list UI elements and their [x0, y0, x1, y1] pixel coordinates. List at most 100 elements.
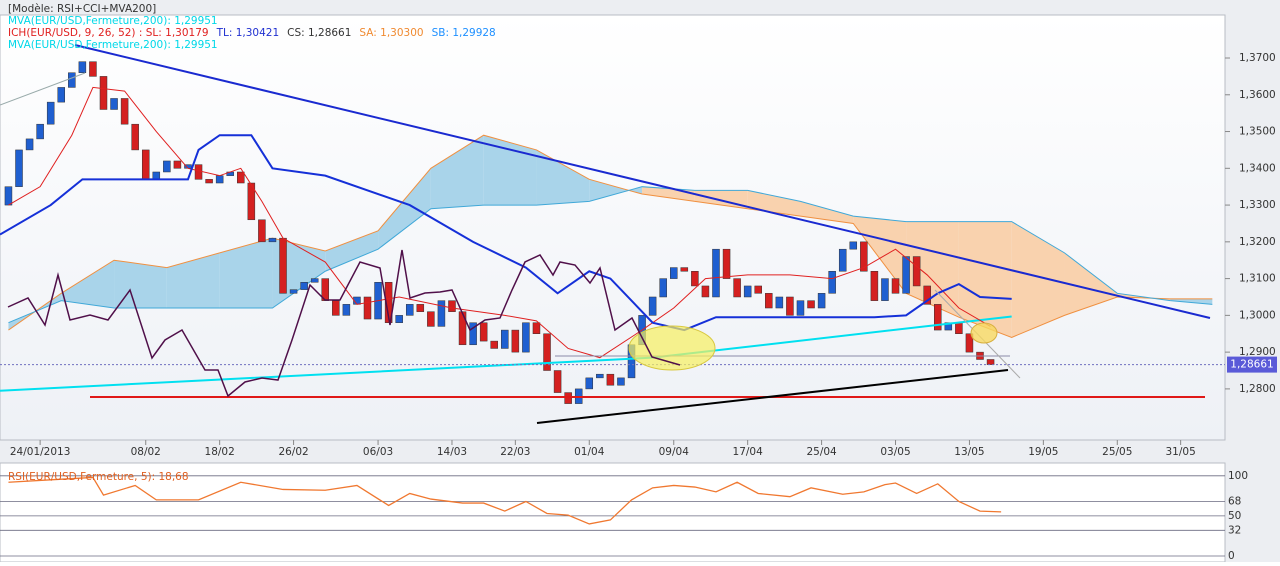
legend-line: ICH(EUR/USD, 9, 26, 52) : SL: 1,30179 TL:…	[8, 27, 496, 39]
candle-body	[596, 373, 604, 379]
cloud-segment	[589, 179, 643, 202]
legend-entry: ICH(EUR/USD, 9, 26, 52) : SL: 1,30179	[8, 27, 209, 39]
candle-body	[247, 182, 256, 221]
candle-body	[543, 333, 551, 371]
candle-body	[501, 329, 509, 349]
y-tick-label: 1,3700	[1239, 52, 1276, 64]
candle-body	[268, 237, 277, 243]
candle-body	[553, 370, 562, 393]
candle-body	[300, 282, 308, 290]
candle-body	[36, 123, 44, 140]
candle-body	[743, 285, 752, 298]
candle-body	[511, 329, 520, 353]
candle-body	[712, 248, 720, 298]
x-tick-label: 19/05	[1028, 446, 1058, 458]
rsi-plot	[0, 462, 1226, 563]
candle-body	[701, 285, 710, 298]
candle-body	[965, 333, 974, 353]
legend-entry: CS: 1,28661	[287, 27, 351, 39]
cloud-segment	[430, 135, 484, 209]
candle-body	[363, 296, 372, 320]
candle-body	[838, 248, 847, 272]
candle-body	[912, 256, 921, 287]
channel-line	[0, 72, 86, 106]
legend-line: MVA(EUR/USD,Fermeture,200): 1,29951	[8, 39, 218, 51]
candle-body	[786, 296, 794, 316]
candle-body	[659, 278, 667, 298]
y-tick-label: 1,2800	[1239, 383, 1276, 395]
legend: [Modèle: RSI+CCI+MVA200]MVA(EUR/USD,Ferm…	[8, 3, 496, 51]
cci-line	[7, 249, 681, 398]
candle-body	[279, 237, 287, 294]
candle-body	[448, 300, 456, 312]
candle-body	[89, 61, 97, 77]
candle-body	[902, 256, 910, 294]
cloud-segment	[1064, 252, 1118, 316]
x-tick-label: 25/04	[806, 446, 837, 458]
candle-body	[57, 87, 65, 103]
x-tick-label: 03/05	[880, 446, 910, 458]
highlight	[970, 322, 998, 344]
x-tick-label: 22/03	[500, 446, 530, 458]
x-tick-label: 09/04	[659, 446, 690, 458]
series-line	[8, 476, 1002, 525]
y-tick-label: 100	[1228, 470, 1248, 482]
x-tick-label: 08/02	[131, 446, 161, 458]
candle-body	[289, 289, 298, 294]
y-tick-label: 68	[1228, 495, 1241, 507]
x-tick-label: 25/05	[1102, 446, 1132, 458]
candle-body	[986, 359, 995, 365]
candle-body	[332, 300, 340, 316]
trend-line	[536, 369, 1009, 424]
candle-body	[205, 179, 213, 184]
candle-body	[384, 282, 393, 323]
x-tick-label: 13/05	[954, 446, 984, 458]
x-tick-label: 01/04	[574, 446, 605, 458]
x-tick-label: 06/03	[363, 446, 393, 458]
legend-entry: [Modèle: RSI+CCI+MVA200]	[8, 3, 156, 15]
candle-body	[416, 304, 425, 312]
y-tick-label: 0	[1228, 550, 1235, 562]
series-line	[8, 86, 991, 359]
candle-body	[860, 241, 868, 272]
candle-body	[870, 271, 879, 301]
candle-body	[944, 322, 953, 331]
candle-body	[405, 304, 414, 316]
candle-body	[78, 61, 87, 73]
candle-body	[479, 322, 488, 342]
candle-body	[881, 278, 889, 301]
candle-body	[585, 377, 594, 390]
candle-body	[680, 267, 689, 272]
y-tick-label: 1,3100	[1239, 273, 1276, 285]
legend-entry: MVA(EUR/USD,Fermeture,200): 1,29951	[8, 39, 218, 51]
x-tick-label: 31/05	[1166, 446, 1196, 458]
candle-body	[807, 300, 815, 309]
y-tick-label: 1,3400	[1239, 162, 1276, 174]
legend-entry: MVA(EUR/USD,Fermeture,200): 1,29951	[8, 15, 218, 27]
trend-line	[74, 44, 1211, 319]
candle-body	[25, 138, 34, 151]
cloud-segment	[1011, 221, 1065, 338]
candle-body	[395, 315, 403, 323]
candle-body	[131, 123, 139, 151]
candle-body	[99, 76, 108, 110]
candle-body	[152, 171, 161, 180]
annotations	[0, 44, 1211, 424]
candle-body	[955, 322, 963, 334]
y-tick-label: 32	[1228, 524, 1241, 536]
candle-body	[891, 278, 900, 294]
candle-body	[437, 300, 446, 327]
cloud-segment	[958, 221, 1012, 338]
legend-entry: TL: 1,30421	[216, 27, 280, 39]
candle-body	[648, 296, 657, 316]
cloud-segment	[114, 260, 167, 309]
last-price-label: 1,28661	[1230, 359, 1273, 371]
candle-body	[163, 160, 171, 173]
x-tick-label: 17/04	[733, 446, 764, 458]
x-tick-label: 26/02	[278, 446, 308, 458]
candle-body	[237, 171, 245, 184]
candle-body	[923, 285, 931, 305]
y-tick-label: 1,3000	[1239, 309, 1276, 321]
candle-body	[194, 164, 203, 180]
